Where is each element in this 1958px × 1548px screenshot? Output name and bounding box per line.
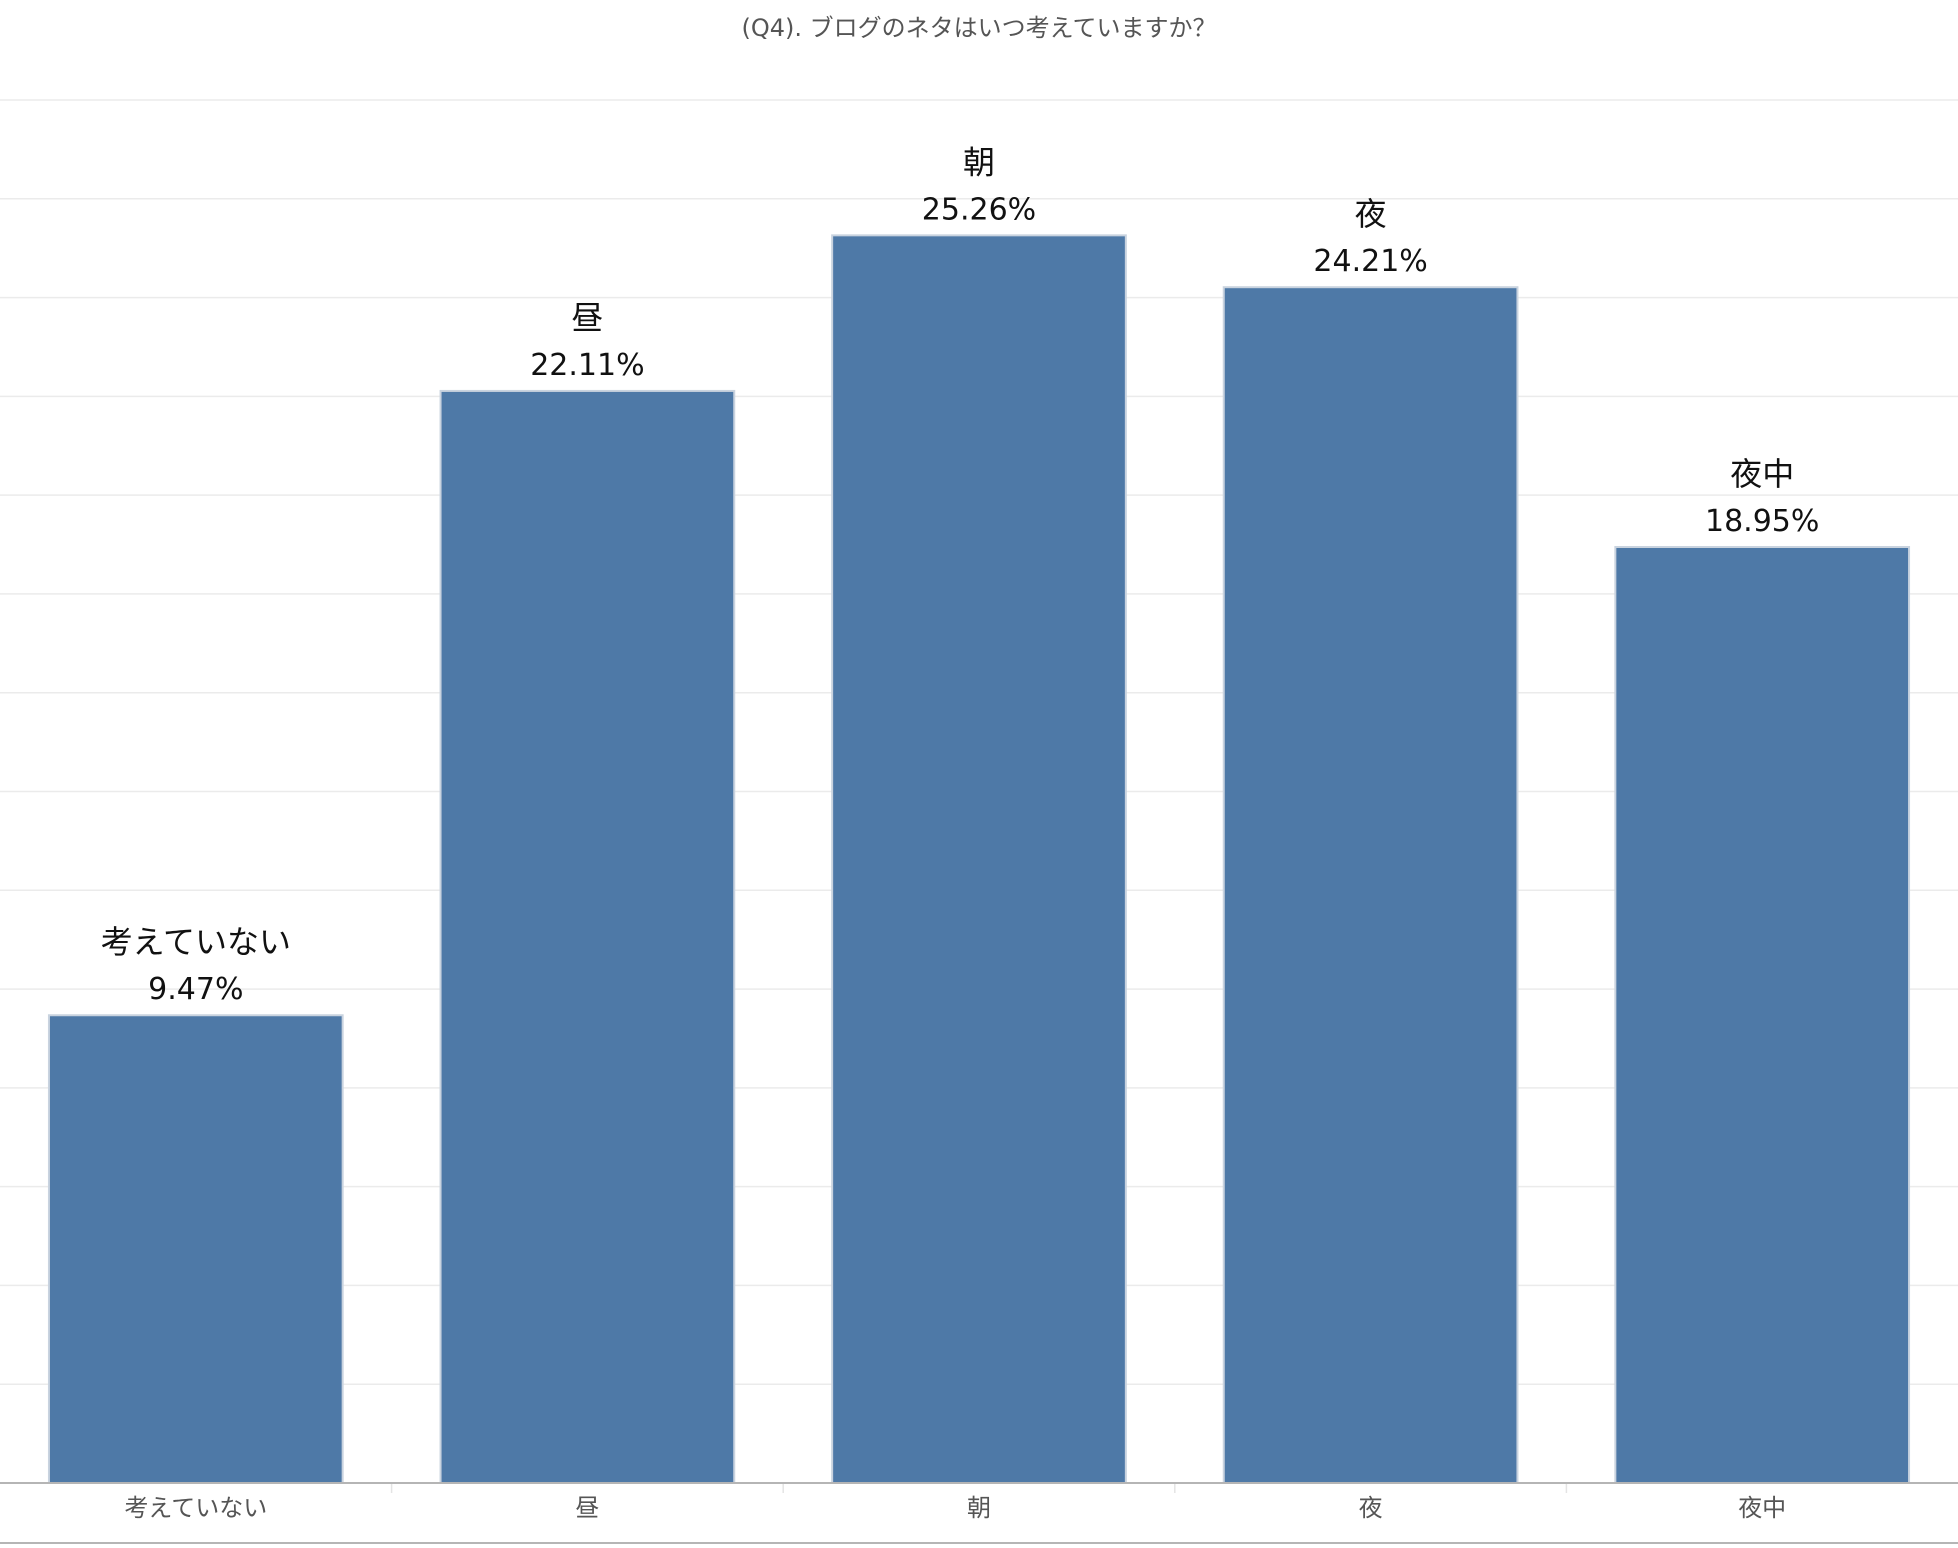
x-tick-label: 昼 [575,1494,599,1522]
bar [1222,286,1519,1484]
bar [47,1014,344,1484]
bar-category-label: 夜 [1355,195,1387,233]
bars [47,234,1911,1484]
x-axis: 考えていない 昼 朝 夜 夜中 [0,1482,1958,1544]
bar [1614,546,1911,1484]
bar-category-label: 考えていない [101,923,291,961]
bar-value-label: 18.95% [1705,504,1819,539]
bar [831,234,1127,1484]
bar-value-label: 25.26% [922,192,1036,227]
bar-labels: 考えていない 9.47% 昼 22.11% 朝 25.26% 夜 24.21% 夜中 18.95% [101,143,1820,1007]
bar-category-label: 夜中 [1730,455,1794,493]
x-tick-label: 夜中 [1738,1494,1786,1522]
bar-value-label: 22.11% [530,348,644,383]
x-tick-label: 夜 [1359,1494,1383,1522]
bar-value-label: 9.47% [148,972,243,1007]
bar-category-label: 朝 [963,143,995,181]
x-tick-label: 朝 [967,1494,991,1522]
chart-title: (Q4). ブログのネタはいつ考えていますか？ [741,14,1217,42]
bar [439,389,736,1484]
x-tick-label: 考えていない [124,1494,267,1522]
bar-value-label: 24.21% [1313,244,1427,279]
bar-category-label: 昼 [571,299,603,337]
